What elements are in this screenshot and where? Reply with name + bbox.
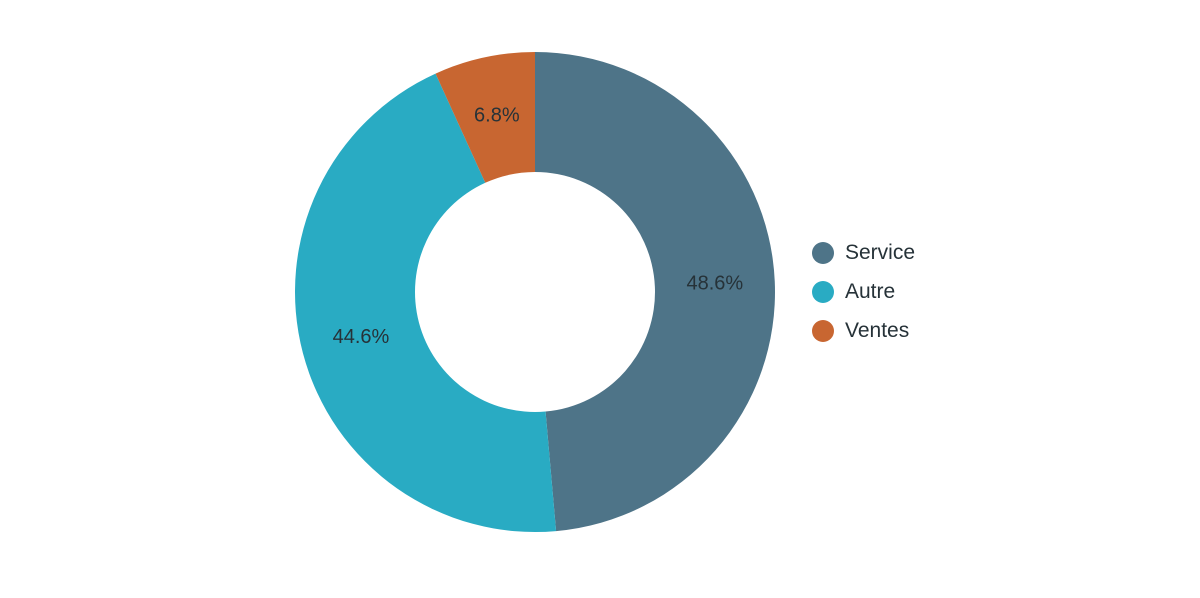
donut-slice-service[interactable] [535, 52, 776, 532]
legend-label-ventes: Ventes [845, 318, 910, 342]
legend-swatch-service [812, 241, 834, 264]
legend-item-service[interactable]: Service [812, 238, 915, 267]
slice-label-autre: 44.6% [333, 326, 390, 348]
legend-swatch-autre [812, 280, 834, 303]
legend-swatch-ventes [812, 319, 834, 342]
donut-slices [294, 52, 776, 532]
slice-label-ventes: 6.8% [474, 104, 520, 126]
donut-slice-labels: 48.6% 44.6% 6.8% [333, 104, 744, 348]
legend-item-autre[interactable]: Autre [812, 277, 915, 306]
chart-legend: Service Autre Ventes [812, 238, 915, 345]
legend-label-service: Service [845, 240, 916, 264]
slice-label-service: 48.6% [686, 272, 743, 294]
legend-item-ventes[interactable]: Ventes [812, 316, 915, 345]
donut-slice-ventes[interactable] [435, 52, 535, 183]
donut-slice-autre[interactable] [294, 73, 557, 532]
legend-label-autre: Autre [845, 279, 896, 303]
